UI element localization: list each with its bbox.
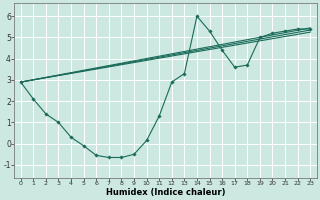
X-axis label: Humidex (Indice chaleur): Humidex (Indice chaleur) [106,188,225,197]
